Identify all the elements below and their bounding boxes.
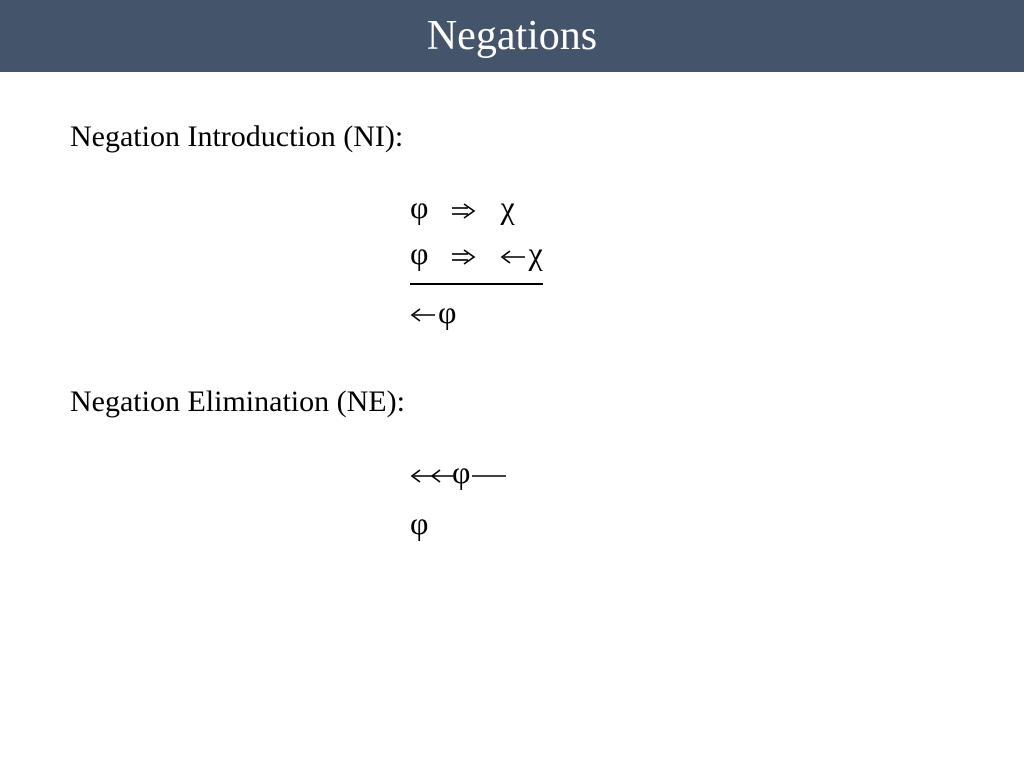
ni-premises: φ χ φ: [410, 184, 543, 335]
implies-icon: [450, 195, 478, 227]
negation-arrow-icon: [430, 460, 456, 492]
ne-premise: φ: [410, 449, 506, 495]
title-bar: Negations: [0, 0, 1024, 72]
phi-symbol: φ: [410, 505, 428, 541]
ne-premises: φ φ: [410, 449, 506, 546]
phi-symbol: φ: [410, 235, 428, 271]
trailing-line-icon: [472, 460, 506, 492]
ni-premise-2: φ χ: [410, 230, 543, 276]
slide: Negations Negation Introduction (NI): φ: [0, 0, 1024, 768]
ni-premise-1: φ χ: [410, 184, 543, 230]
implies-icon: [450, 241, 478, 273]
ne-conclusion: φ: [410, 500, 506, 546]
ni-conclusion: φ: [410, 289, 543, 335]
negation-arrow-icon: [410, 299, 438, 331]
chi-symbol: χ: [528, 235, 542, 271]
slide-title: Negations: [427, 12, 597, 60]
section2-heading: Negation Elimination (NE):: [70, 385, 954, 419]
section1-heading: Negation Introduction (NI):: [70, 120, 954, 154]
phi-symbol: φ: [410, 189, 428, 225]
rule-ni: φ χ φ: [410, 184, 954, 335]
chi-symbol: χ: [500, 189, 514, 225]
negation-arrow-icon: [500, 241, 528, 273]
slide-body: Negation Introduction (NI): φ χ: [0, 72, 1024, 546]
inference-line: [410, 283, 543, 285]
rule-ne: φ φ: [410, 449, 954, 546]
phi-symbol: φ: [438, 294, 456, 330]
